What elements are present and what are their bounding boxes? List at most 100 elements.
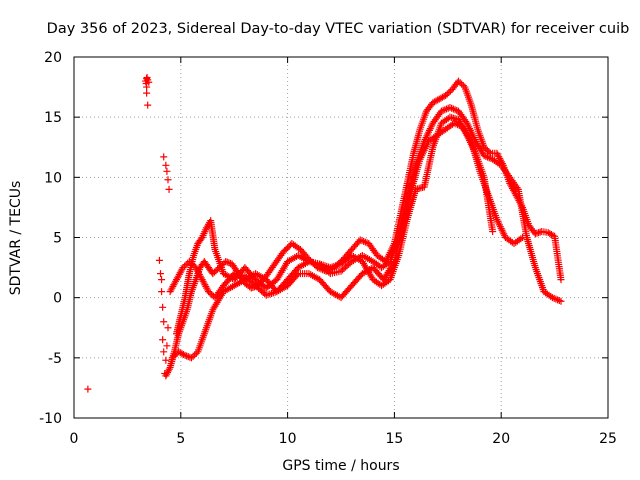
data-point [158, 276, 166, 284]
data-point [159, 303, 167, 311]
data-point [266, 290, 274, 298]
data-point [206, 289, 214, 297]
data-point [445, 88, 453, 96]
data-point [449, 105, 457, 113]
data-point [442, 92, 450, 100]
data-point [209, 270, 217, 278]
data-point [170, 352, 178, 360]
data-point [443, 90, 451, 98]
data-point [451, 106, 459, 114]
data-point [517, 235, 525, 243]
data-point [358, 237, 366, 245]
data-point [162, 161, 170, 169]
x-tick-label: 25 [599, 431, 617, 447]
data-point [222, 258, 230, 266]
data-point [557, 276, 565, 284]
gridlines [74, 57, 608, 418]
x-tick-label: 5 [176, 431, 185, 447]
data-point [552, 295, 560, 303]
data-point [187, 354, 195, 362]
data-point [164, 369, 172, 377]
data-point [192, 349, 200, 357]
data-point [361, 238, 369, 246]
data-point [205, 288, 213, 296]
x-tick-label: 20 [492, 431, 510, 447]
data-point [452, 120, 460, 128]
data-point [191, 351, 199, 359]
data-point [441, 106, 449, 114]
y-tick-labels: -10 -5 0 5 10 15 20 [39, 50, 62, 427]
x-tick-label: 0 [70, 431, 79, 447]
x-tick-labels: 0 5 10 15 20 25 [70, 431, 617, 447]
data-point [446, 104, 454, 112]
y-tick-label: 5 [53, 231, 62, 247]
data-point [535, 229, 543, 237]
y-tick-label: -5 [48, 351, 62, 367]
data-point [456, 79, 464, 87]
data-point [482, 145, 490, 153]
data-point [450, 119, 458, 127]
data-point [225, 259, 233, 267]
y-tick-label: -10 [39, 411, 62, 427]
data-point [182, 261, 190, 269]
y-tick-label: 15 [44, 110, 62, 126]
data-point [485, 154, 493, 162]
data-point [247, 284, 255, 292]
y-tick-label: 0 [53, 291, 62, 307]
data-point [165, 365, 173, 373]
data-point [159, 336, 167, 344]
data-point [531, 230, 539, 238]
data-point [360, 237, 368, 245]
data-point [163, 370, 171, 378]
data-point [458, 80, 466, 88]
data-point [513, 184, 521, 192]
data-point [168, 354, 176, 362]
data-point [189, 352, 197, 360]
data-point [519, 234, 527, 241]
data-point [533, 229, 541, 237]
data-point [437, 107, 445, 115]
data-point [179, 351, 187, 359]
data-point [165, 185, 173, 193]
x-axis-label: GPS time / hours [282, 458, 399, 474]
data-point [483, 146, 491, 154]
data-point [212, 267, 220, 275]
data-point [160, 153, 168, 161]
y-tick-label: 10 [44, 170, 62, 186]
data-point [164, 324, 172, 332]
data-point [160, 348, 168, 356]
data-point [554, 296, 562, 304]
data-point [183, 352, 191, 360]
data-point [459, 82, 467, 90]
data-point [163, 342, 171, 350]
data-point [210, 268, 218, 276]
data-point [143, 89, 151, 97]
data-point [157, 270, 165, 278]
data-point [454, 77, 462, 85]
data-point [163, 167, 171, 175]
data-point [142, 79, 150, 87]
data-point [181, 262, 189, 270]
data-point [356, 236, 364, 244]
data-point [164, 367, 172, 375]
data-point [162, 372, 170, 380]
x-tick-label: 15 [385, 431, 403, 447]
data-point [162, 356, 170, 364]
data-point [485, 148, 493, 156]
data-point [482, 152, 490, 160]
data-point [186, 353, 194, 361]
data-point [480, 152, 488, 160]
data-point [155, 256, 163, 264]
data-point [480, 143, 488, 151]
data-point [484, 153, 492, 161]
data-point [439, 106, 447, 114]
data-point [448, 104, 456, 112]
data-point [443, 105, 451, 113]
data-point [143, 73, 151, 81]
chart-title: Day 356 of 2023, Sidereal Day-to-day VTE… [47, 21, 630, 37]
data-point [489, 227, 497, 235]
data-point [144, 101, 152, 109]
data-point [84, 385, 92, 393]
data-point [181, 351, 189, 359]
